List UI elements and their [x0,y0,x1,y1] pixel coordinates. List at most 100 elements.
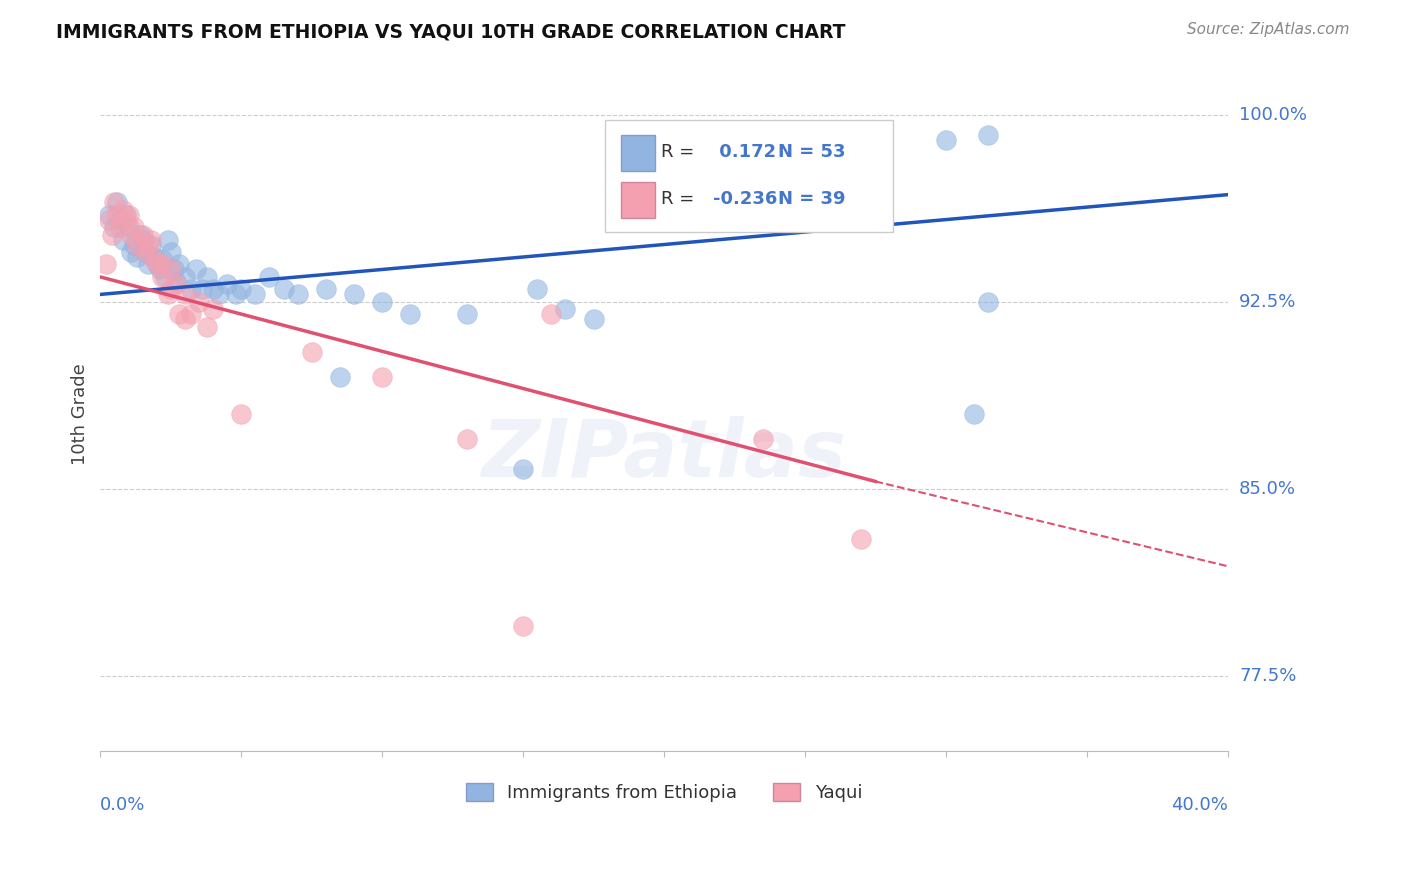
Point [231,282,253,296]
Point [97,208,120,222]
Point [188,294,211,309]
Point [97,212,120,227]
Point [202,282,225,296]
Y-axis label: 10th Grade: 10th Grade [72,363,89,465]
Point [122,237,145,252]
Point [156,287,179,301]
Point [134,245,156,260]
Point [142,252,165,267]
Text: 0.0%: 0.0% [100,796,146,814]
Point [315,282,337,296]
Point [540,307,562,321]
Text: 40.0%: 40.0% [1171,796,1227,814]
Point [156,233,179,247]
Point [456,307,478,321]
Point [554,302,576,317]
Point [512,462,534,476]
Point [159,245,181,260]
Point [174,269,197,284]
Point [111,202,134,217]
Point [108,212,131,227]
Text: 100.0%: 100.0% [1239,106,1308,124]
Point [136,237,159,252]
Point [202,302,225,317]
Point [751,432,773,446]
Point [159,282,181,296]
Point [169,257,191,271]
Point [851,532,873,546]
Text: R =: R = [661,190,695,208]
Point [231,407,253,421]
Point [111,233,134,247]
Point [225,287,247,301]
Text: Source: ZipAtlas.com: Source: ZipAtlas.com [1187,22,1350,37]
Point [114,212,136,227]
Point [162,262,184,277]
Point [145,257,167,271]
Point [208,287,231,301]
Point [301,344,323,359]
Point [150,269,173,284]
Point [134,245,156,260]
Point [329,369,352,384]
Point [174,287,197,301]
Point [150,257,173,271]
Point [136,257,159,271]
Point [120,245,142,260]
Point [103,220,125,235]
Point [217,277,239,292]
Point [94,257,117,271]
Point [122,220,145,235]
Point [191,282,214,296]
Point [371,369,394,384]
Point [512,619,534,633]
Point [273,282,295,296]
Point [105,195,128,210]
Point [139,237,162,252]
Point [977,294,1000,309]
Point [456,432,478,446]
Point [120,227,142,242]
Text: N = 39: N = 39 [778,190,845,208]
Legend: Immigrants from Ethiopia, Yaqui: Immigrants from Ethiopia, Yaqui [458,775,869,809]
Point [150,252,173,267]
Point [977,128,1000,142]
Text: N = 53: N = 53 [778,143,845,161]
Text: 77.5%: 77.5% [1239,667,1296,685]
Point [148,262,170,277]
Point [114,208,136,222]
Point [105,208,128,222]
Point [197,269,219,284]
Point [142,250,165,264]
Point [963,407,986,421]
Text: 92.5%: 92.5% [1239,293,1296,311]
Point [371,294,394,309]
Point [125,250,148,264]
Point [108,220,131,235]
Point [169,307,191,321]
Text: 85.0%: 85.0% [1239,480,1296,498]
Point [180,307,202,321]
Point [287,287,309,301]
Text: R =: R = [661,143,695,161]
Point [125,237,148,252]
Point [145,257,167,271]
Point [131,227,153,242]
Point [165,275,187,289]
Point [245,287,267,301]
Text: -0.236: -0.236 [713,190,778,208]
Point [180,282,202,296]
Point [117,220,139,235]
Text: ZIPatlas: ZIPatlas [481,416,846,493]
Point [117,208,139,222]
Point [582,312,605,326]
Point [526,282,548,296]
Point [131,233,153,247]
Point [128,227,150,242]
Point [165,277,187,292]
Point [100,227,122,242]
Text: IMMIGRANTS FROM ETHIOPIA VS YAQUI 10TH GRADE CORRELATION CHART: IMMIGRANTS FROM ETHIOPIA VS YAQUI 10TH G… [56,22,846,41]
Point [103,195,125,210]
Point [259,269,281,284]
Point [186,262,208,277]
